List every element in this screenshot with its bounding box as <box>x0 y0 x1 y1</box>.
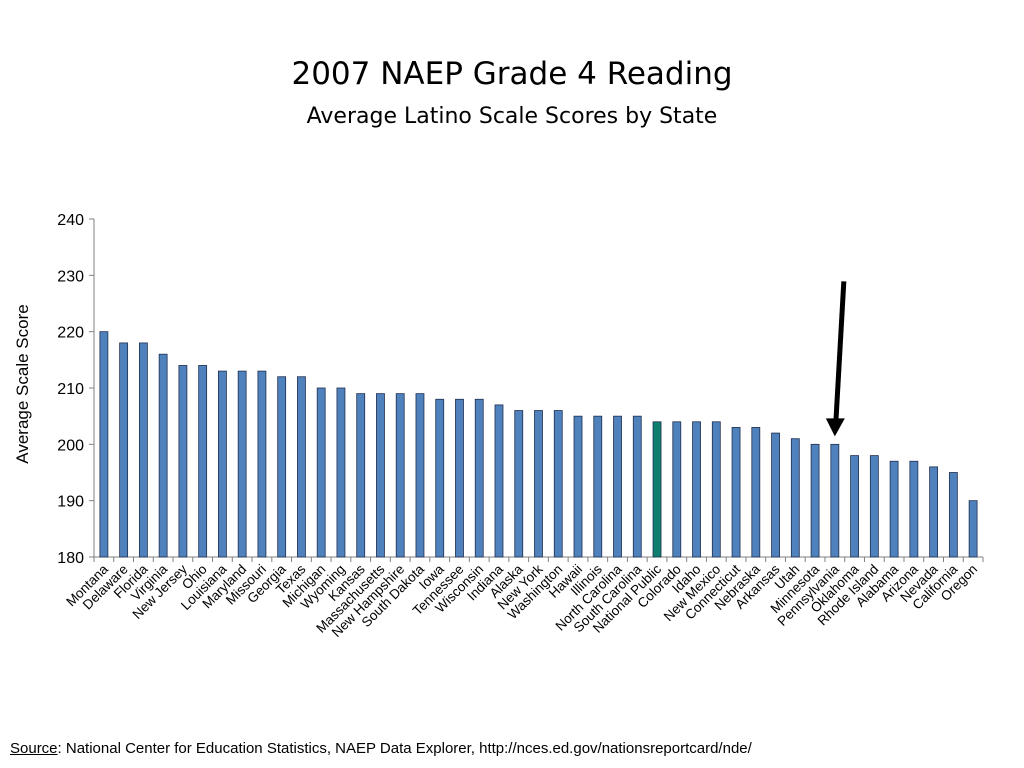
bar-montana <box>99 331 109 558</box>
bar-illinois <box>593 415 603 558</box>
bar-colorado <box>672 421 682 558</box>
bar-national-public <box>652 421 662 558</box>
bar-florida <box>138 342 148 558</box>
source-text: : National Center for Education Statisti… <box>57 740 752 757</box>
arrow-head <box>825 418 845 437</box>
bar-wisconsin <box>474 398 484 558</box>
bars <box>99 331 978 558</box>
bar-alabama <box>889 460 899 558</box>
bar-maryland <box>237 370 247 558</box>
bar-iowa <box>435 398 445 558</box>
bar-texas <box>297 376 306 558</box>
bar-utah <box>790 438 800 558</box>
bar-new-mexico <box>711 421 721 558</box>
bar-michigan <box>316 387 326 558</box>
bar-kansas <box>356 393 366 558</box>
y-axis: 180 190 200 210 220 230 240 Average Scale Score <box>13 212 984 567</box>
bar-ohio <box>198 365 208 558</box>
bar-oregon <box>968 500 978 558</box>
bar-tennessee <box>455 398 464 558</box>
bar-missouri <box>257 370 267 558</box>
arrow-shaft <box>833 281 847 423</box>
y-tick-label: 190 <box>57 494 84 511</box>
bar-new-jersey <box>178 365 188 558</box>
source-note: Source: National Center for Education St… <box>10 740 752 757</box>
bar-new-hampshire <box>395 393 405 558</box>
bar-massachusetts <box>376 393 385 558</box>
bar-hawaii <box>573 415 583 558</box>
bar-rhode-island <box>869 455 879 558</box>
bar-wyoming <box>336 387 346 558</box>
bar-nevada <box>929 466 939 558</box>
bar-idaho <box>692 421 701 558</box>
bar-indiana <box>494 404 504 558</box>
y-tick-label: 220 <box>57 325 84 342</box>
y-tick-label: 180 <box>57 550 84 567</box>
bar-georgia <box>277 376 287 558</box>
bar-washington <box>553 410 563 558</box>
y-tick-label: 230 <box>57 268 84 285</box>
bar-alaska <box>514 410 524 558</box>
source-label: Source <box>10 740 58 757</box>
y-tick-label: 240 <box>57 212 84 229</box>
bar-oklahoma <box>850 455 859 558</box>
y-axis-title: Average Scale Score <box>13 304 32 463</box>
bar-arkansas <box>771 432 780 558</box>
bar-new-york <box>534 410 543 558</box>
y-tick-label: 200 <box>57 437 84 454</box>
bar-louisiana <box>218 370 227 558</box>
bar-connecticut <box>731 427 741 558</box>
bar-chart: 180 190 200 210 220 230 240 Average Scale Score… <box>13 212 984 640</box>
bar-south-dakota <box>415 393 425 558</box>
chart-title: 2007 NAEP Grade 4 Reading <box>291 56 733 92</box>
bar-california <box>948 472 958 558</box>
bar-virginia <box>158 353 168 558</box>
bar-nebraska <box>751 427 761 558</box>
y-tick-label: 210 <box>57 381 84 398</box>
bar-north-carolina <box>613 415 622 558</box>
bar-arizona <box>909 460 919 558</box>
bar-pennsylvania <box>830 443 840 558</box>
annotation <box>825 281 847 437</box>
bar-minnesota <box>810 443 820 558</box>
bar-south-carolina <box>632 415 642 558</box>
bar-delaware <box>119 342 129 558</box>
chart-subtitle: Average Latino Scale Scores by State <box>306 104 718 129</box>
